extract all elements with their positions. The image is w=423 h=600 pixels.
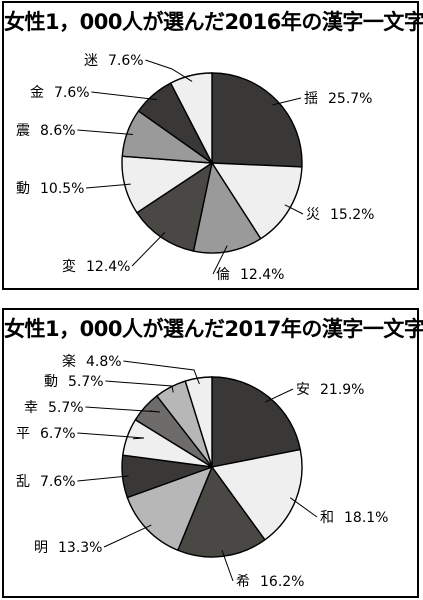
slice-kanji: 和 — [320, 510, 334, 526]
slice-label: 揺 25.7% — [304, 91, 372, 107]
pie-slice-変 — [135, 161, 214, 252]
slice-label: 平 6.7% — [16, 426, 76, 442]
slice-kanji: 震 — [16, 123, 30, 139]
slice-label: 迷 7.6% — [84, 53, 144, 69]
pie-chart-2017: 安 21.9%和 18.1%希 16.2%明 13.3%乱 7.6%平 6.7%幸 5.7%動… — [16, 354, 388, 590]
slice-percent: 12.4% — [86, 259, 130, 275]
pie-chart-2016: 揺 25.7% 災 15.2% 倫 12.4% 変 12.4% 動 10.5% 震 8.6% 金 7.6%… — [16, 53, 374, 283]
leader-line — [284, 204, 304, 215]
slice-percent: 10.5% — [40, 181, 84, 197]
slice-percent: 7.6% — [54, 85, 90, 101]
slice-percent: 25.7% — [328, 91, 372, 107]
leader-line — [77, 129, 134, 135]
slice-kanji: 動 — [16, 181, 30, 197]
slice-label: 動 5.7% — [44, 374, 104, 390]
leader-line — [123, 360, 200, 385]
slice-kanji: 倫 — [216, 267, 230, 283]
slice-kanji: 動 — [44, 374, 58, 390]
slice-kanji: 金 — [30, 85, 44, 101]
leader-line — [103, 524, 152, 548]
leader-line — [105, 380, 174, 393]
pie-slice-楽 — [184, 376, 213, 468]
pie-panel-2017: 女性1，000人が選んだ2017年の漢字一文字 安 21.9% 和 18.1% 希 16.… — [2, 308, 423, 598]
pie-slice-明 — [126, 465, 214, 552]
leader-line — [289, 497, 318, 518]
leader-line — [77, 475, 129, 482]
leader-line — [145, 59, 193, 82]
pie-slice-揺 — [211, 72, 303, 168]
slice-percent: 16.2% — [260, 574, 304, 590]
leader-line — [85, 406, 161, 413]
slice-label: 動 10.5% — [16, 181, 84, 197]
slice-kanji: 災 — [306, 207, 320, 223]
slice-kanji: 希 — [236, 574, 250, 590]
pie-slice-迷 — [169, 72, 213, 164]
slice-label: 震 8.6% — [16, 123, 76, 139]
slice-kanji: 平 — [16, 426, 30, 442]
leader-line — [212, 245, 228, 275]
slice-percent: 8.6% — [40, 123, 76, 139]
slice-label: 金 7.6% — [30, 85, 90, 101]
slice-label: 楽 4.8% — [62, 354, 122, 370]
pie-slice-希 — [176, 465, 266, 558]
leader-line — [91, 91, 157, 101]
leader-line — [221, 550, 234, 582]
leader-line — [77, 432, 145, 440]
slice-percent: 13.3% — [58, 540, 102, 556]
slice-kanji: 変 — [62, 258, 76, 275]
slice-percent: 5.7% — [68, 374, 104, 390]
slice-label: 変 12.4% — [62, 258, 130, 275]
leader-line — [85, 183, 131, 189]
leader-line — [131, 232, 166, 267]
slice-percent: 21.9% — [320, 382, 364, 398]
slice-kanji: 安 — [296, 382, 310, 398]
slice-label: 明 13.3% — [34, 540, 102, 556]
slice-percent: 5.7% — [48, 400, 84, 416]
slice-percent: 18.1% — [344, 510, 388, 526]
chart-title: 女性1，000人が選んだ2016年の漢字一文字 — [4, 10, 423, 34]
slice-percent: 7.6% — [40, 474, 76, 490]
slice-kanji: 幸 — [24, 400, 38, 416]
slice-label: 希 16.2% — [236, 574, 304, 590]
pie-slice-倫 — [192, 161, 262, 254]
slice-kanji: 楽 — [62, 354, 76, 370]
slice-percent: 12.4% — [240, 267, 284, 283]
pie-slice-和 — [210, 448, 303, 541]
slice-label: 災 15.2% — [306, 207, 374, 223]
slice-label: 幸 5.7% — [24, 400, 84, 416]
slice-kanji: 明 — [34, 540, 48, 556]
slice-percent: 4.8% — [86, 354, 122, 370]
pie-slice-安 — [211, 376, 302, 468]
leader-line — [272, 97, 302, 106]
slice-percent: 7.6% — [108, 53, 144, 69]
slice-label: 和 18.1% — [320, 510, 388, 526]
slice-label: 安 21.9% — [296, 382, 364, 398]
slice-kanji: 揺 — [304, 91, 318, 107]
slice-label: 倫 12.4% — [216, 267, 284, 283]
pie-panel-2016: 女性1，000人が選んだ2016年の漢字一文字 揺 25.7% 災 15.2% 倫 12.… — [2, 1, 423, 290]
slice-label: 乱 7.6% — [16, 474, 76, 490]
slice-kanji: 迷 — [84, 53, 98, 69]
slice-kanji: 乱 — [16, 474, 30, 490]
slice-percent: 15.2% — [330, 207, 374, 223]
slice-percent: 6.7% — [40, 426, 76, 442]
leader-line — [265, 388, 294, 403]
chart-title: 女性1，000人が選んだ2017年の漢字一文字 — [4, 317, 423, 341]
